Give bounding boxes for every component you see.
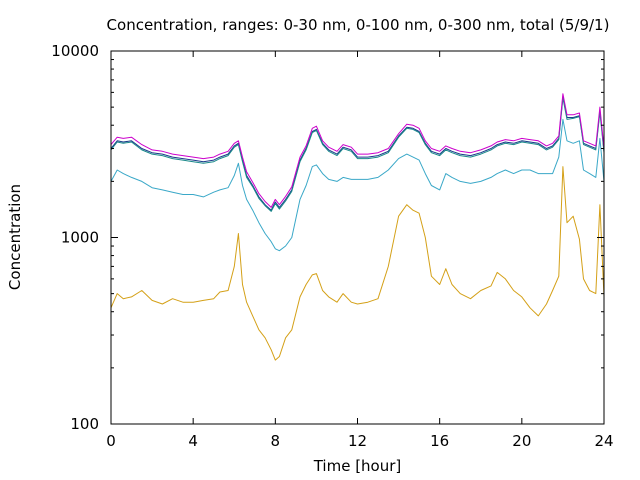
x-tick-label: 4 bbox=[188, 432, 198, 450]
series-line-1 bbox=[110, 166, 605, 361]
y-tick-label: 100 bbox=[70, 415, 99, 433]
chart-title: Concentration, ranges: 0-30 nm, 0-100 nm… bbox=[107, 16, 610, 34]
x-axis-title: Time [hour] bbox=[313, 457, 402, 475]
series-line-3 bbox=[110, 96, 605, 211]
series-line-5 bbox=[110, 93, 605, 208]
x-tick-label: 20 bbox=[512, 432, 531, 450]
series-layer bbox=[110, 93, 605, 361]
y-ticks: 100 1000 10000 bbox=[51, 42, 604, 433]
y-axis-title: Concentration bbox=[6, 184, 24, 290]
plot-frame bbox=[110, 50, 605, 425]
x-tick-label: 12 bbox=[348, 432, 367, 450]
series-line-2 bbox=[110, 118, 605, 252]
x-tick-label: 8 bbox=[271, 432, 281, 450]
x-tick-label: 24 bbox=[594, 432, 613, 450]
y-tick-label: 10000 bbox=[51, 42, 99, 60]
series-line-4 bbox=[110, 97, 605, 212]
y-tick-label: 1000 bbox=[61, 229, 99, 247]
x-tick-label: 0 bbox=[106, 432, 116, 450]
x-tick-label: 16 bbox=[430, 432, 449, 450]
x-ticks: 0 4 8 12 16 20 24 bbox=[106, 51, 614, 450]
